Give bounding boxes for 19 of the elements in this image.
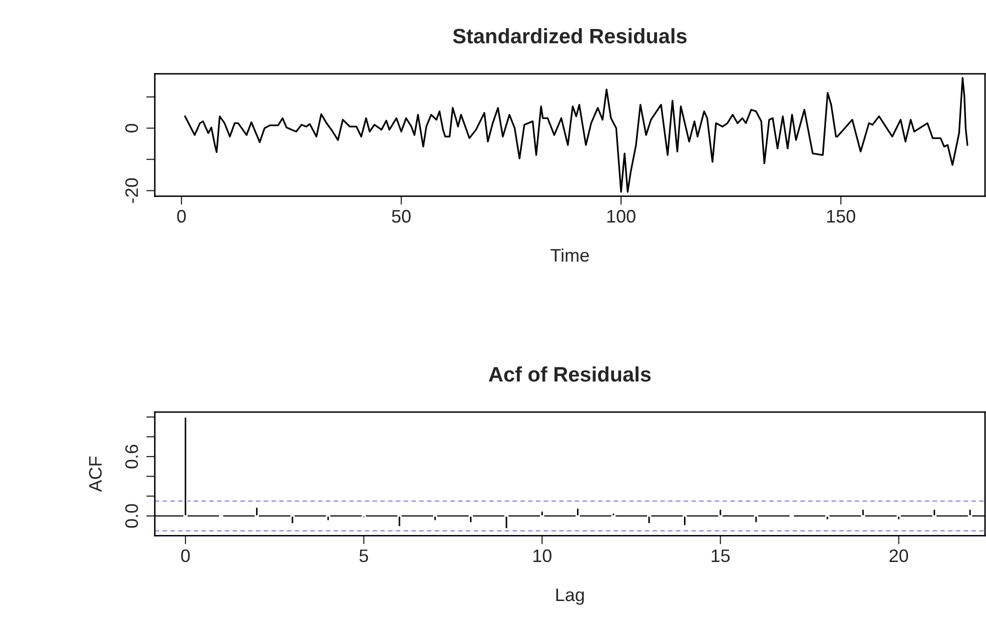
x-tick-label: 100 <box>607 210 636 223</box>
y-tick-label: 0 <box>125 124 138 132</box>
x-tick-label: 0 <box>177 210 186 223</box>
x-axis-title: Lag <box>556 588 584 605</box>
x-axis-title: Time <box>550 248 589 262</box>
y-tick-label: 0.6 <box>125 444 138 468</box>
chart-title: Standardized Residuals <box>453 28 687 44</box>
x-tick-label: 5 <box>359 550 368 562</box>
line-series <box>184 77 968 193</box>
x-tick-label: 0 <box>181 549 190 562</box>
chart-title: Acf of Residuals <box>488 366 651 382</box>
y-tick-label: 0.0 <box>125 504 138 528</box>
x-tick-label: 20 <box>890 549 908 562</box>
x-tick-label: 10 <box>533 549 552 562</box>
y-axis-title: ACF <box>88 456 102 492</box>
x-tick-label: 50 <box>392 210 411 223</box>
x-tick-label: 15 <box>712 550 730 562</box>
x-tick-label: 150 <box>827 210 856 223</box>
y-tick-label: -20 <box>125 178 138 203</box>
